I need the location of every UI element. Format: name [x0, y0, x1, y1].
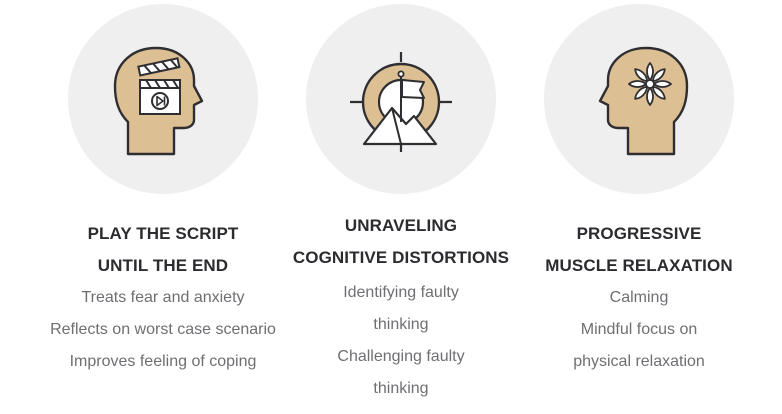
list-item: thinking: [373, 380, 429, 397]
card-unraveling-cognitive-distortions: UNRAVELING COGNITIVE DISTORTIONS Identif…: [276, 0, 526, 414]
list-item: Mindful focus on: [580, 321, 698, 338]
card-title-line2: MUSCLE RELAXATION: [545, 256, 733, 275]
list-item: Challenging faulty: [337, 348, 465, 365]
list-item: Treats fear and anxiety: [81, 289, 245, 306]
head-clapperboard-play-icon: [113, 46, 204, 156]
card-progressive-muscle-relaxation: PROGRESSIVE MUSCLE RELAXATION Calming Mi…: [526, 0, 752, 414]
card-description-list: Identifying faulty thinking Challenging …: [276, 277, 526, 405]
card-title-line1: PLAY THE SCRIPT: [87, 224, 239, 243]
list-item: thinking: [373, 316, 429, 333]
list-item: Identifying faulty: [343, 284, 459, 301]
list-item: Reflects on worst case scenario: [50, 321, 276, 338]
list-item: physical relaxation: [573, 353, 705, 370]
icon-circle: [544, 4, 734, 194]
card-play-the-script: PLAY THE SCRIPT UNTIL THE END Treats fea…: [0, 0, 326, 414]
card-title-line1: UNRAVELING: [344, 216, 458, 235]
card-title-line1: PROGRESSIVE: [576, 224, 702, 243]
icon-circle: [68, 4, 258, 194]
card-description-list: Treats fear and anxiety Reflects on wors…: [0, 282, 326, 378]
list-item: Improves feeling of coping: [69, 353, 257, 370]
icon-circle: [306, 4, 496, 194]
card-description-list: Calming Mindful focus on physical relaxa…: [526, 282, 752, 378]
list-item: Calming: [609, 289, 669, 306]
card-title-line2: COGNITIVE DISTORTIONS: [292, 248, 510, 267]
target-mountain-flag-icon: [350, 52, 452, 152]
card-title-line2: UNTIL THE END: [97, 256, 229, 275]
head-flower-icon: [598, 46, 689, 156]
